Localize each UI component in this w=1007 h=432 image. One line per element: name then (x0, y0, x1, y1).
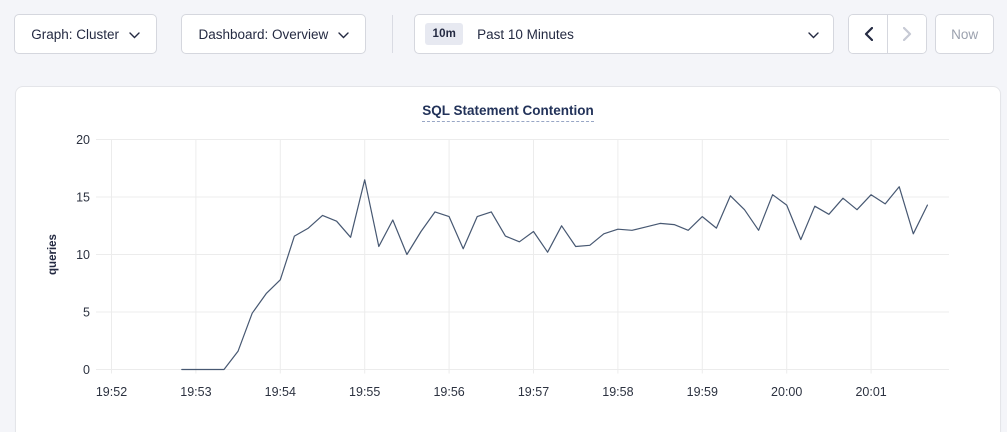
chevron-down-icon (338, 31, 350, 39)
svg-text:15: 15 (76, 191, 90, 205)
svg-text:19:56: 19:56 (433, 385, 464, 399)
sql-contention-chart: 0 5 10 15 20 19:52 19:53 19:54 19:55 19:56 19:57 19… (47, 133, 949, 399)
svg-text:0: 0 (83, 363, 90, 377)
graph-dropdown-label: Graph: Cluster (31, 26, 120, 42)
svg-text:10: 10 (76, 248, 90, 262)
svg-text:20:00: 20:00 (771, 385, 802, 399)
svg-text:19:52: 19:52 (96, 385, 127, 399)
dashboard-dropdown-label: Dashboard: Overview (198, 26, 329, 42)
time-range-dropdown[interactable]: 10m Past 10 Minutes (414, 14, 834, 54)
svg-text:5: 5 (83, 306, 90, 320)
time-range-badge: 10m (425, 23, 464, 45)
chart-title-row: SQL Statement Contention (16, 102, 1000, 127)
dashboard-dropdown[interactable]: Dashboard: Overview (181, 14, 367, 54)
svg-text:19:57: 19:57 (518, 385, 549, 399)
svg-text:19:58: 19:58 (602, 385, 633, 399)
graph-dropdown[interactable]: Graph: Cluster (14, 14, 158, 54)
time-shift-button-group (847, 14, 928, 54)
time-back-button[interactable] (848, 15, 888, 53)
toolbar: Graph: Cluster Dashboard: Overview 10m P… (0, 0, 1007, 54)
svg-text:queries: queries (47, 234, 59, 275)
time-range-label: Past 10 Minutes (477, 26, 574, 42)
chevron-right-icon (902, 27, 912, 41)
svg-text:20:01: 20:01 (855, 385, 886, 399)
svg-text:19:59: 19:59 (687, 385, 718, 399)
toolbar-divider (392, 15, 394, 53)
chart-title[interactable]: SQL Statement Contention (422, 103, 594, 122)
chevron-down-icon (807, 31, 819, 39)
svg-text:19:55: 19:55 (349, 385, 380, 399)
time-forward-button[interactable] (887, 15, 927, 53)
chart-panel: SQL Statement Contention 0 5 10 15 20 19:52 19… (15, 86, 1001, 432)
svg-text:19:53: 19:53 (180, 385, 211, 399)
chevron-left-icon (864, 27, 873, 41)
svg-text:19:54: 19:54 (265, 385, 296, 399)
svg-text:20: 20 (76, 133, 90, 147)
now-button[interactable]: Now (935, 14, 995, 54)
chevron-down-icon (129, 31, 140, 39)
